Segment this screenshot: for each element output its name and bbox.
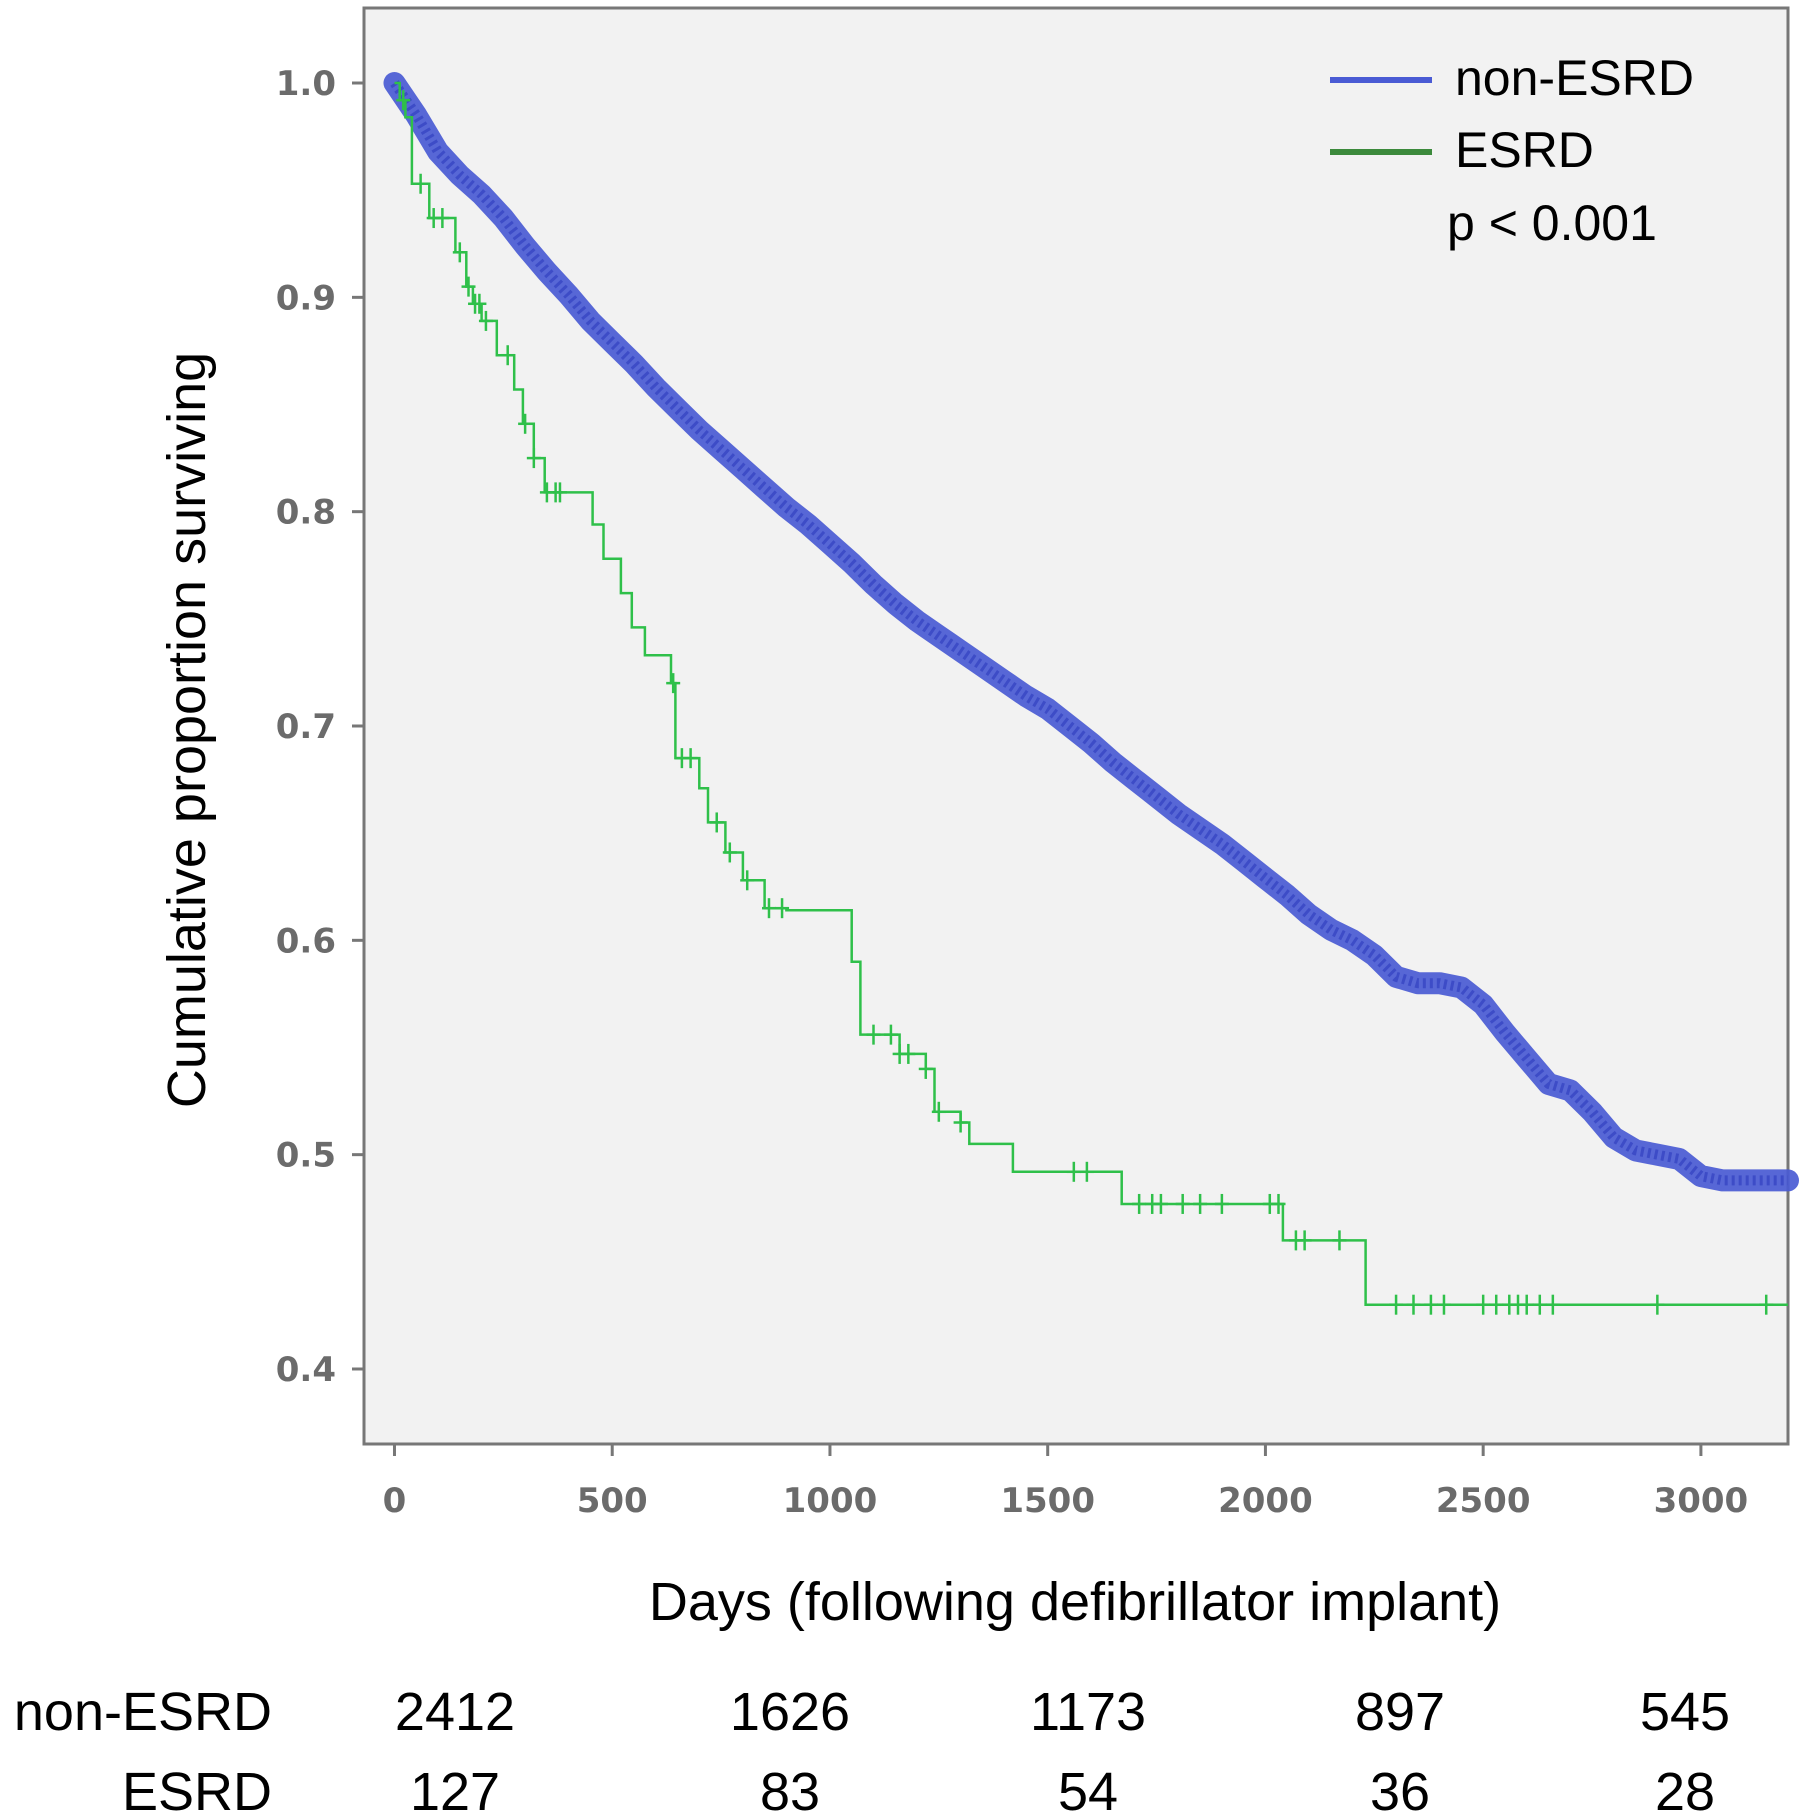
y-axis-title: Cumulative proportion surviving <box>157 352 217 1108</box>
risk-value: 54 <box>1058 1762 1118 1816</box>
y-tick-label: 0.6 <box>276 921 336 961</box>
x-tick-label: 500 <box>577 1481 648 1521</box>
y-tick-label: 1.0 <box>276 64 336 104</box>
risk-value: 127 <box>410 1762 500 1816</box>
x-tick-label: 0 <box>383 1481 407 1521</box>
y-tick-label: 0.9 <box>276 278 336 318</box>
risk-value: 83 <box>760 1762 820 1816</box>
y-axis: 0.4 0.5 0.6 0.7 0.8 0.9 1.0 <box>276 64 364 1390</box>
legend-label-non-esrd: non-ESRD <box>1455 50 1694 106</box>
risk-value: 1626 <box>730 1682 850 1742</box>
risk-value: 36 <box>1370 1762 1430 1816</box>
x-tick-label: 3000 <box>1654 1481 1749 1521</box>
y-tick-label: 0.8 <box>276 493 336 533</box>
x-tick-label: 2500 <box>1436 1481 1531 1521</box>
risk-value: 28 <box>1655 1762 1715 1816</box>
x-tick-label: 1500 <box>1000 1481 1095 1521</box>
x-axis: 0 500 1000 1500 2000 2500 3000 <box>383 1444 1749 1521</box>
y-tick-label: 0.7 <box>276 707 336 747</box>
risk-row-label: ESRD <box>122 1762 272 1816</box>
risk-value: 545 <box>1640 1682 1730 1742</box>
legend: non-ESRD ESRD p < 0.001 <box>1330 50 1694 251</box>
y-tick-label: 0.5 <box>276 1136 336 1176</box>
risk-row-label: non-ESRD <box>14 1682 272 1742</box>
risk-value: 2412 <box>395 1682 515 1742</box>
x-tick-label: 1000 <box>783 1481 878 1521</box>
series-censor-texture-non-esrd <box>390 80 1788 1186</box>
risk-value: 1173 <box>1030 1682 1146 1742</box>
series-layer <box>383 72 1799 1315</box>
x-tick-label: 2000 <box>1218 1481 1313 1521</box>
risk-value: 897 <box>1355 1682 1445 1742</box>
x-axis-title: Days (following defibrillator implant) <box>649 1572 1501 1632</box>
p-value-annotation: p < 0.001 <box>1447 195 1657 251</box>
y-tick-label: 0.4 <box>276 1350 336 1390</box>
legend-label-esrd: ESRD <box>1455 122 1594 178</box>
risk-table: non-ESRD 2412 1626 1173 897 545 ESRD 127 83 54 36 2… <box>14 1682 1730 1816</box>
